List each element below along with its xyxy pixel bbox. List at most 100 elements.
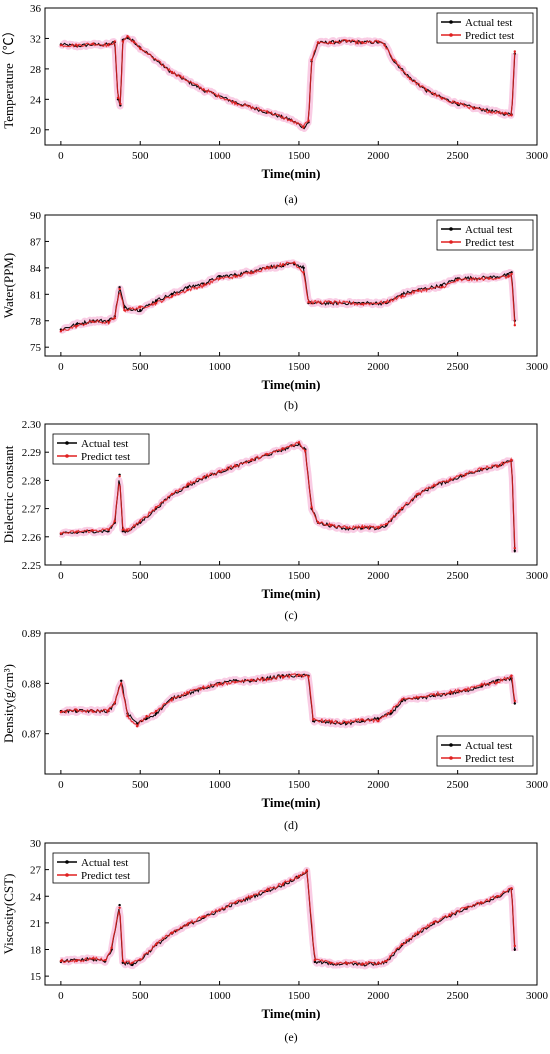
y-tick-label: 2.28 — [22, 475, 42, 487]
data-point — [250, 678, 253, 681]
data-point — [302, 271, 305, 274]
y-tick-label: 0.87 — [22, 729, 42, 741]
y-tick-label: 2.27 — [22, 504, 42, 516]
data-point — [361, 718, 364, 721]
data-point — [345, 961, 348, 964]
y-axis-label: Density(g/cm³) — [1, 664, 16, 743]
data-point — [312, 718, 315, 721]
legend-box — [436, 219, 534, 251]
data-point — [218, 908, 221, 911]
data-point — [121, 40, 125, 43]
data-point — [59, 532, 63, 535]
data-point — [186, 483, 189, 486]
series-line-predict — [60, 673, 516, 728]
data-point — [432, 920, 435, 924]
x-tick-label: 3000 — [526, 150, 549, 162]
data-point — [464, 906, 467, 909]
y-tick-label: 75 — [30, 342, 42, 354]
data-point — [118, 287, 121, 291]
x-tick-label: 1000 — [209, 570, 232, 582]
legend-marker — [65, 860, 69, 864]
x-tick-label: 2500 — [447, 150, 470, 162]
data-point — [202, 686, 205, 689]
legend-marker — [449, 20, 453, 24]
data-point — [266, 678, 269, 681]
data-point — [123, 309, 126, 312]
x-tick-label: 2000 — [367, 361, 390, 373]
data-point — [250, 895, 253, 898]
data-point — [472, 107, 475, 110]
data-point — [170, 492, 174, 496]
data-point — [266, 266, 269, 270]
series-line-actual — [60, 262, 516, 331]
x-tick-label: 1500 — [288, 779, 311, 791]
data-point — [513, 948, 516, 951]
data-point — [313, 958, 316, 962]
data-point — [377, 526, 380, 529]
y-tick-label: 28 — [30, 64, 42, 76]
data-point — [266, 110, 269, 113]
data-point — [91, 529, 94, 532]
legend-marker — [65, 441, 69, 445]
x-tick-label: 3000 — [526, 570, 549, 582]
y-tick-label: 15 — [30, 971, 42, 983]
x-tick-label: 2500 — [447, 570, 470, 582]
data-point — [329, 523, 332, 527]
data-point — [432, 693, 435, 696]
data-point — [107, 709, 110, 712]
x-tick-label: 1500 — [288, 990, 311, 1002]
data-point — [170, 70, 174, 74]
data-point — [400, 506, 404, 510]
data-point — [316, 41, 320, 44]
x-tick-label: 1000 — [209, 361, 232, 373]
data-point — [120, 682, 123, 685]
x-tick-label: 500 — [132, 779, 149, 791]
data-point — [132, 41, 136, 44]
data-point — [281, 882, 285, 885]
x-tick-label: 500 — [132, 570, 149, 582]
data-point — [513, 944, 516, 948]
data-point — [75, 959, 78, 963]
x-tick-label: 1000 — [209, 990, 232, 1002]
data-point — [400, 943, 404, 946]
data-point — [234, 680, 237, 683]
data-point — [416, 492, 420, 496]
x-axis-label: Time(min) — [262, 166, 321, 181]
series-line-predict — [60, 440, 516, 547]
data-point — [266, 888, 269, 892]
x-axis-label: Time(min) — [262, 795, 321, 810]
data-point — [218, 470, 221, 473]
data-point — [480, 683, 483, 686]
data-point — [480, 467, 483, 470]
data-point — [91, 957, 94, 960]
y-tick-label: 21 — [30, 918, 41, 930]
data-point — [202, 88, 205, 91]
data-point — [297, 441, 301, 444]
x-tick-label: 500 — [132, 361, 149, 373]
legend-marker — [449, 33, 453, 37]
y-tick-label: 0.88 — [22, 678, 42, 690]
data-point — [116, 96, 120, 100]
data-point — [504, 111, 507, 115]
chart-panel-2: 0 500 1000 1500 2000 2500 3000 75 78 81 84 87 90 Time… — [1, 210, 549, 412]
x-tick-label: 0 — [58, 990, 64, 1002]
data-point — [107, 44, 110, 47]
data-point — [113, 40, 117, 43]
y-tick-label: 81 — [30, 289, 41, 301]
data-point — [297, 673, 301, 676]
plot-frame — [44, 842, 538, 986]
data-point — [154, 299, 158, 302]
data-point — [510, 272, 513, 276]
x-tick-label: 3000 — [526, 361, 549, 373]
data-point — [448, 913, 451, 917]
data-point — [120, 679, 123, 682]
data-point — [218, 277, 221, 280]
legend-label: Actual test — [465, 740, 512, 752]
data-point — [361, 41, 364, 45]
data-point — [432, 484, 435, 487]
data-point — [383, 44, 386, 47]
data-point — [496, 895, 499, 898]
